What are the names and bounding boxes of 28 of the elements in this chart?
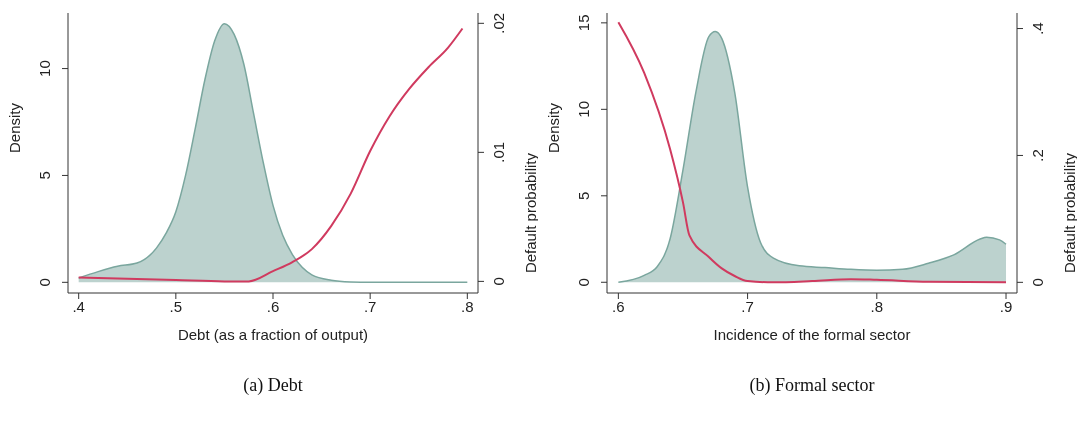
y-axis-title: Density	[6, 102, 24, 153]
y-tick-label: 5	[575, 191, 592, 200]
y2-tick-label: .2	[1029, 149, 1046, 162]
x-tick-label: .7	[363, 297, 377, 315]
x-tick-label: .7	[741, 297, 754, 315]
x-tick-label: .4	[72, 297, 85, 315]
y2-tick-label: 0	[490, 277, 507, 286]
x-tick-label: .5	[169, 297, 183, 315]
x-tick-label: .8	[461, 297, 474, 315]
y2-tick-label: .02	[490, 12, 507, 34]
text: (b) Formal sector	[748, 375, 876, 396]
y-tick-label: 10	[575, 100, 592, 118]
y-tick-label: 15	[575, 14, 592, 32]
y-axis-title: Density	[545, 102, 563, 153]
y2-tick-label: 0	[1029, 278, 1046, 287]
y-tick-label: 10	[36, 60, 53, 77]
x-axis-title: Debt (as a fraction of output)	[177, 326, 369, 343]
text: (a) Debt	[242, 375, 304, 396]
x-tick-label: .9	[999, 297, 1013, 315]
x-axis-title: Incidence of the formal sector	[713, 326, 911, 343]
y2-tick-label: .4	[1029, 22, 1046, 35]
y-tick-label: 5	[36, 171, 53, 180]
y-tick-label: 0	[36, 278, 53, 287]
y-tick-label: 0	[575, 278, 592, 287]
x-tick-label: .8	[870, 297, 884, 315]
x-tick-label: .6	[266, 297, 280, 315]
x-tick-label: .6	[612, 297, 625, 315]
y2-tick-label: .01	[490, 141, 507, 163]
